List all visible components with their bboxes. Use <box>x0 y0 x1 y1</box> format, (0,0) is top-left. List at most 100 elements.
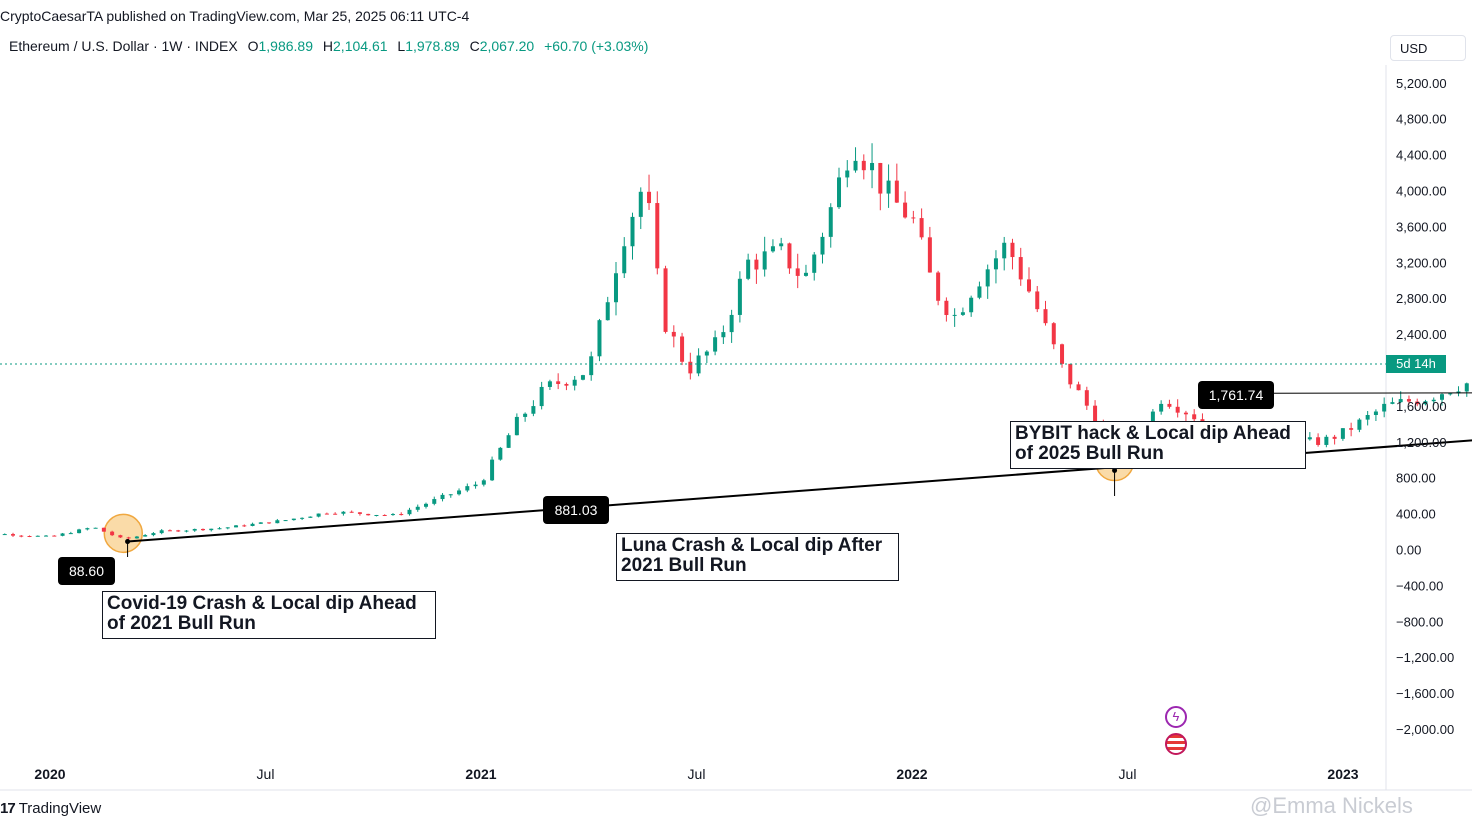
candle-body <box>580 375 585 380</box>
time-tick-label: 2022 <box>896 766 927 782</box>
candle-body <box>886 180 891 194</box>
lightning-icon[interactable]: ϟ <box>1165 706 1187 728</box>
candle-body <box>597 320 602 357</box>
candle-body <box>1010 242 1015 258</box>
open-value: 1,986.89 <box>258 38 314 54</box>
candle-body <box>1183 412 1188 415</box>
candle-body <box>1448 393 1453 395</box>
candle-body <box>1365 415 1370 420</box>
tradingview-logo[interactable]: 17 TradingView <box>0 800 101 817</box>
open-label: O <box>247 38 259 54</box>
candle-body <box>787 243 792 269</box>
candle-body <box>283 520 288 522</box>
price-tick-label: 3,200.00 <box>1396 255 1447 270</box>
candle-body <box>1051 323 1056 345</box>
candle-body <box>407 509 412 515</box>
time-tick-label: 2020 <box>34 766 65 782</box>
time-tick-label: 2023 <box>1327 766 1358 782</box>
candle-body <box>680 336 685 362</box>
price-tick-label: 3,600.00 <box>1396 219 1447 234</box>
candle-body <box>911 217 916 219</box>
candle-body <box>1159 403 1164 412</box>
candle-body <box>143 535 148 537</box>
candle-body <box>308 516 313 518</box>
candle-body <box>250 523 255 527</box>
candle-body <box>952 314 957 316</box>
candle-body <box>1415 401 1420 405</box>
price-tick-label: 1,200.00 <box>1396 435 1447 450</box>
covid-annotation[interactable]: Covid-19 Crash & Local dip Ahead of 2021… <box>102 591 436 639</box>
symbol-title: Ethereum / U.S. Dollar · 1W · INDEX <box>9 38 238 54</box>
candle-body <box>969 297 974 313</box>
high-value: 2,104.61 <box>333 38 388 54</box>
candle-body <box>845 170 850 178</box>
bybit-annotation-line1: BYBIT hack & Local dip Ahead <box>1015 423 1291 444</box>
candle-body <box>151 533 156 536</box>
candle-body <box>1026 279 1031 292</box>
candle-body <box>465 486 470 491</box>
candle-body <box>341 511 346 514</box>
candle-body <box>390 514 395 516</box>
bybit-callout-line <box>1197 392 1472 394</box>
candle-body <box>349 511 354 513</box>
candle-body <box>1439 394 1444 400</box>
candle-body <box>1464 383 1469 392</box>
candle-body <box>1307 437 1312 440</box>
candle-body <box>110 531 115 536</box>
candle-body <box>894 180 899 203</box>
symbol-legend: Ethereum / U.S. Dollar · 1W · INDEX O1,9… <box>9 38 648 54</box>
price-tick-label: 800.00 <box>1396 471 1436 486</box>
time-axis[interactable]: 2020Jul2021Jul2022Jul2023Jul2024Jul2025J… <box>34 766 1472 782</box>
close-value: 2,067.20 <box>479 38 535 54</box>
candle-body <box>812 254 817 273</box>
covid-annotation-line1: Covid-19 Crash & Local dip Ahead <box>107 593 417 614</box>
candle-body <box>60 533 65 536</box>
bybit-price-tag: 1,761.74 <box>1198 381 1274 409</box>
countdown-badge: 5d 14h <box>1386 354 1446 373</box>
price-tick-label: −400.00 <box>1396 578 1443 593</box>
tv-logo-text: TradingView <box>18 800 102 817</box>
candle-body <box>184 530 189 532</box>
price-axis[interactable]: 5,200.00 4,800.00 4,400.00 4,000.00 3,600.00… <box>1396 76 1454 737</box>
time-tick-label: Jul <box>1119 766 1137 782</box>
candle-body <box>721 332 726 338</box>
candle-body <box>52 535 57 537</box>
candle-body <box>779 243 784 247</box>
candle-body <box>1340 428 1345 439</box>
covid-annotation-line2: of 2021 Bull Run <box>107 613 256 634</box>
candle-body <box>861 160 866 171</box>
candle-body <box>572 379 577 386</box>
candle-body <box>1316 437 1321 445</box>
candle-body <box>729 314 734 333</box>
candle-body <box>424 503 429 507</box>
candle-body <box>209 528 214 531</box>
candle-body <box>27 535 32 537</box>
candle-body <box>803 272 808 276</box>
candle-body <box>85 528 90 530</box>
us-flag-icon[interactable] <box>1165 733 1187 755</box>
candle-body <box>1349 428 1354 430</box>
price-tick-label: 0.00 <box>1396 543 1421 558</box>
candle-body <box>688 361 693 374</box>
luna-price-tag: 881.03 <box>543 496 609 524</box>
candle-body <box>1093 405 1098 425</box>
candle-body <box>44 535 49 537</box>
candle-body <box>547 381 552 387</box>
candle-body <box>820 236 825 255</box>
candle-body <box>415 506 420 510</box>
candle-body <box>514 416 519 436</box>
low-value: 1,978.89 <box>405 38 460 54</box>
candle-body <box>1035 291 1040 310</box>
bybit-annotation[interactable]: BYBIT hack & Local dip Ahead of 2025 Bul… <box>1010 421 1306 469</box>
candle-body <box>1390 402 1395 404</box>
candle-body <box>316 513 321 517</box>
candle-body <box>225 527 230 529</box>
candle-body <box>126 537 131 539</box>
candle-body <box>1192 414 1197 420</box>
currency-selector[interactable]: USD <box>1390 35 1466 61</box>
luna-annotation[interactable]: Luna Crash & Local dip After 2021 Bull R… <box>616 533 899 581</box>
dip-highlight-circle <box>103 513 144 554</box>
candle-body <box>432 499 437 504</box>
time-tick-label: Jul <box>688 766 706 782</box>
